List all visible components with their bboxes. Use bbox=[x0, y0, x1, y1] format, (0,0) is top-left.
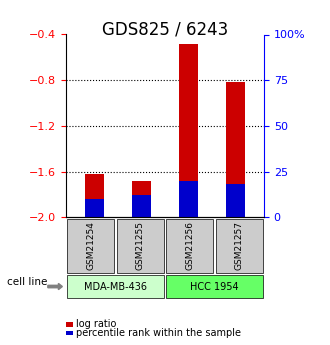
Text: log ratio: log ratio bbox=[76, 319, 116, 329]
Bar bbox=[179, 43, 198, 217]
Text: GDS825 / 6243: GDS825 / 6243 bbox=[102, 21, 228, 39]
Text: MDA-MB-436: MDA-MB-436 bbox=[84, 282, 147, 292]
Text: percentile rank within the sample: percentile rank within the sample bbox=[76, 328, 241, 338]
Bar bbox=[132, 181, 151, 217]
Bar bbox=[226, 82, 245, 217]
Bar bbox=[67, 219, 114, 273]
Bar bbox=[132, 195, 151, 217]
Text: GSM21255: GSM21255 bbox=[136, 221, 145, 270]
Bar bbox=[166, 275, 263, 298]
Text: cell line: cell line bbox=[7, 277, 47, 287]
FancyArrow shape bbox=[48, 284, 62, 290]
Bar bbox=[85, 199, 104, 217]
Text: GSM21254: GSM21254 bbox=[86, 221, 95, 270]
Bar bbox=[85, 174, 104, 217]
Bar bbox=[117, 219, 164, 273]
Bar bbox=[166, 219, 213, 273]
Bar bbox=[66, 331, 73, 335]
Text: HCC 1954: HCC 1954 bbox=[190, 282, 239, 292]
Bar bbox=[226, 185, 245, 217]
Bar bbox=[66, 322, 73, 327]
Text: GSM21256: GSM21256 bbox=[185, 221, 194, 270]
Bar bbox=[216, 219, 263, 273]
Text: GSM21257: GSM21257 bbox=[235, 221, 244, 270]
Bar bbox=[67, 275, 164, 298]
Bar bbox=[179, 181, 198, 217]
